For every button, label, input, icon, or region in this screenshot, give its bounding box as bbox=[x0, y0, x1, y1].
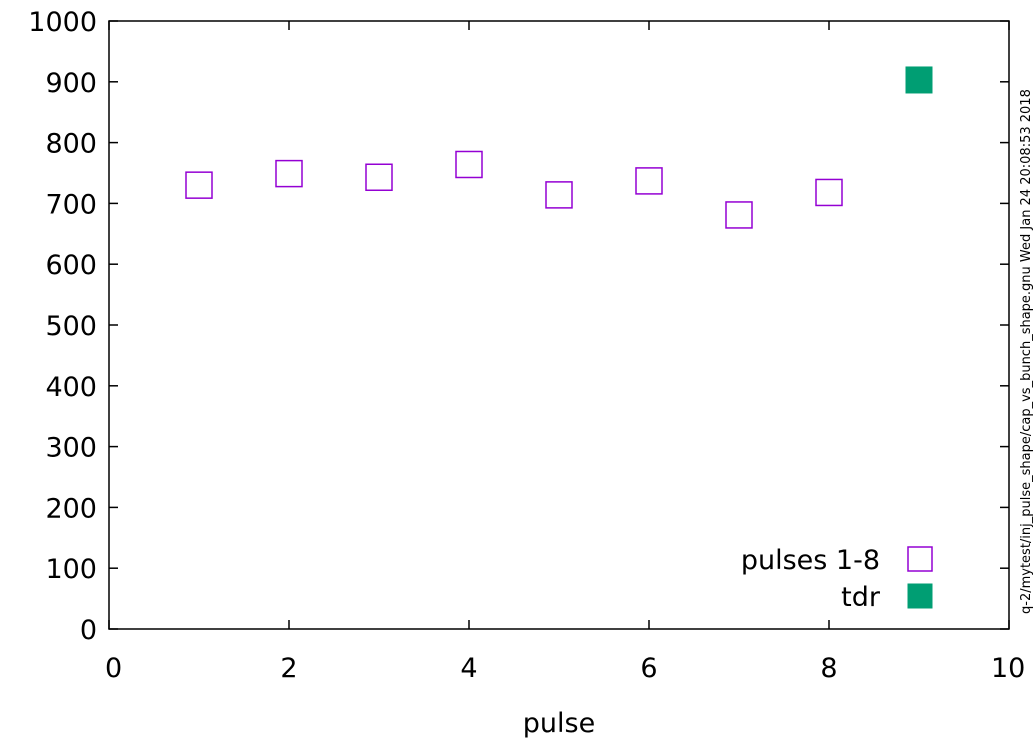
data-points bbox=[185, 66, 933, 229]
pulse-point bbox=[365, 163, 393, 192]
pulse-point bbox=[725, 201, 753, 229]
tick-labels: 0 100 200 300 400 500 600 700 800 900 1000 0 2 4 6 8 10 bbox=[28, 7, 1025, 684]
y-tick-label: 1000 bbox=[28, 7, 97, 38]
x-tick-label: 10 bbox=[991, 653, 1025, 684]
y-tick-label: 500 bbox=[45, 311, 97, 342]
tdr-point bbox=[905, 66, 933, 94]
legend-swatch bbox=[907, 583, 933, 609]
pulse-point bbox=[815, 178, 843, 207]
plot-frame bbox=[108, 20, 1010, 630]
x-tick-label: 6 bbox=[640, 653, 657, 684]
pulse-point bbox=[635, 167, 663, 195]
x-tick-label: 8 bbox=[820, 653, 837, 684]
legend: pulses 1-8 tdr bbox=[741, 545, 933, 613]
x-axis-label: pulse bbox=[523, 708, 595, 739]
legend-swatch bbox=[907, 546, 933, 572]
x-tick-label: 2 bbox=[280, 653, 297, 684]
y-tick-label: 800 bbox=[45, 129, 97, 160]
side-note: q-2/mytest/inj_pulse_shape/cap_vs_bunch_… bbox=[1019, 89, 1034, 614]
pulse-point bbox=[275, 159, 303, 188]
pulse-point bbox=[455, 150, 483, 179]
axis-ticks bbox=[108, 20, 1010, 630]
x-tick-label: 4 bbox=[460, 653, 477, 684]
y-tick-label: 600 bbox=[45, 250, 97, 281]
legend-label: tdr bbox=[841, 582, 881, 613]
x-tick-label: 0 bbox=[105, 653, 122, 684]
legend-label: pulses 1-8 bbox=[741, 545, 880, 576]
pulse-point bbox=[185, 171, 213, 199]
pulse-point bbox=[545, 181, 573, 209]
y-tick-label: 900 bbox=[45, 68, 97, 99]
y-tick-label: 300 bbox=[45, 433, 97, 464]
y-tick-label: 100 bbox=[45, 554, 97, 585]
y-tick-label: 200 bbox=[45, 493, 97, 524]
y-tick-label: 0 bbox=[80, 615, 97, 646]
y-tick-label: 400 bbox=[45, 372, 97, 403]
y-tick-label: 700 bbox=[45, 189, 97, 220]
